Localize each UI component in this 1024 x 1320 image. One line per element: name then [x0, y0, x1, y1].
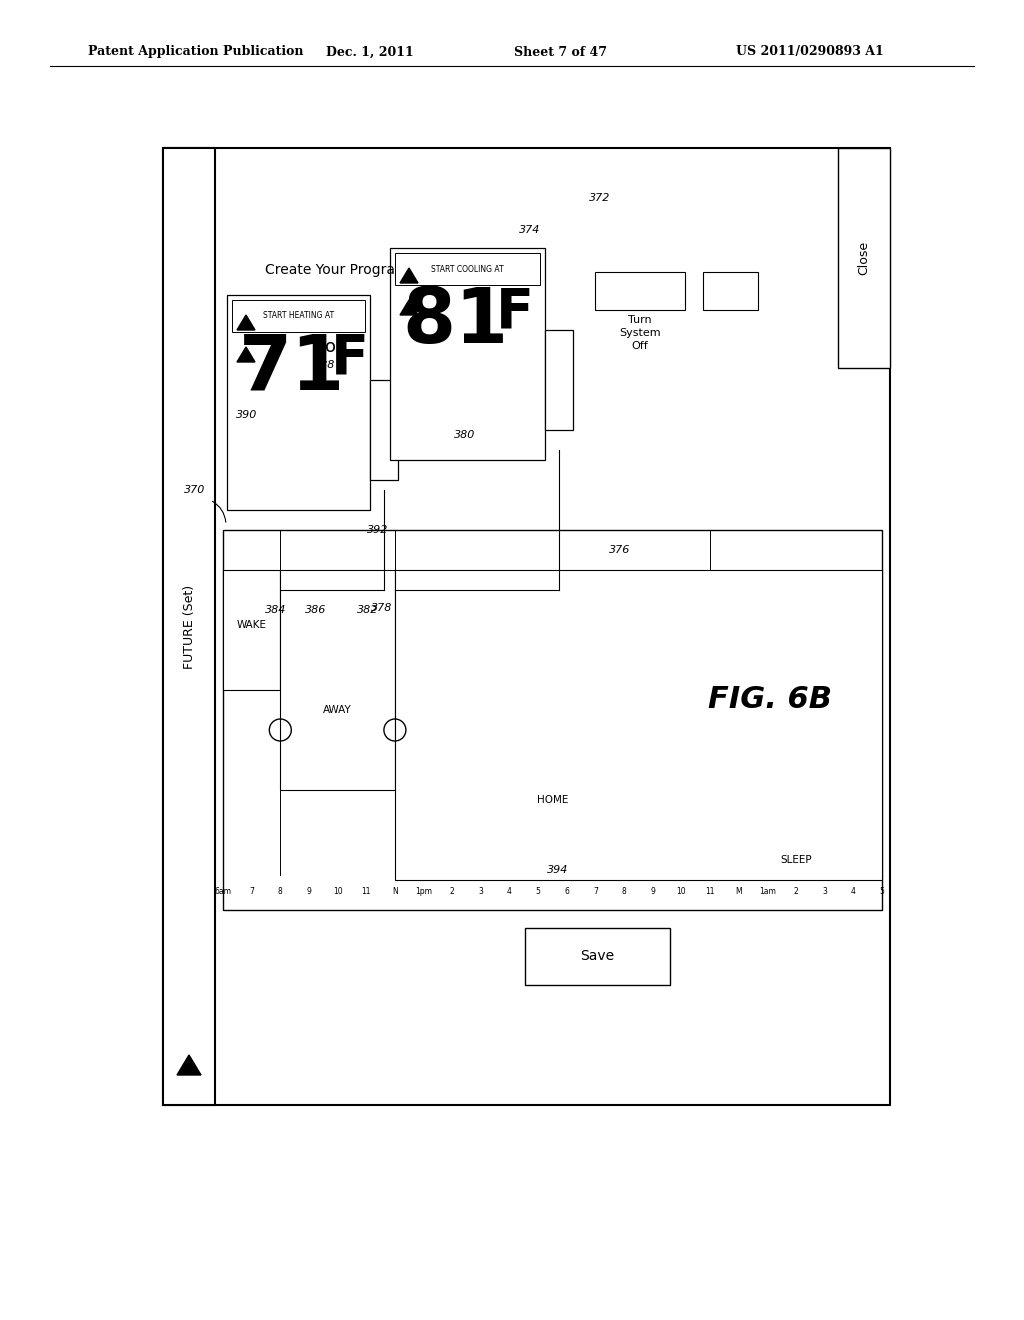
- Text: 10: 10: [677, 887, 686, 896]
- Text: WAKE: WAKE: [237, 620, 266, 630]
- Text: 3: 3: [822, 887, 827, 896]
- Text: 1am: 1am: [759, 887, 776, 896]
- Bar: [703, 272, 758, 310]
- Text: 394: 394: [547, 865, 568, 875]
- Text: 7: 7: [593, 887, 598, 896]
- Bar: [390, 248, 545, 459]
- Bar: [163, 148, 215, 1105]
- Bar: [525, 928, 670, 985]
- Text: Save: Save: [580, 949, 614, 964]
- Text: Turn
System
Off: Turn System Off: [620, 315, 660, 351]
- Text: 81: 81: [402, 285, 508, 359]
- Text: 390: 390: [237, 411, 258, 420]
- Text: Patent Application Publication: Patent Application Publication: [88, 45, 303, 58]
- Text: 392: 392: [368, 525, 389, 535]
- Text: 372: 372: [590, 193, 610, 203]
- Text: 386: 386: [305, 605, 327, 615]
- Text: 5: 5: [880, 887, 885, 896]
- Text: 382: 382: [357, 605, 379, 615]
- Text: 3: 3: [478, 887, 483, 896]
- Text: 8: 8: [278, 887, 283, 896]
- Text: 9: 9: [306, 887, 311, 896]
- Text: F: F: [496, 285, 534, 339]
- Text: 384: 384: [265, 605, 287, 615]
- Text: 2: 2: [450, 887, 455, 896]
- Text: 6am: 6am: [214, 887, 231, 896]
- Text: 370: 370: [184, 484, 206, 495]
- Text: 5: 5: [536, 887, 541, 896]
- Text: Close: Close: [857, 242, 870, 275]
- Text: Dec. 1, 2011: Dec. 1, 2011: [326, 45, 414, 58]
- Bar: [163, 148, 890, 1105]
- Text: 378: 378: [372, 603, 392, 612]
- Text: FIG. 6B: FIG. 6B: [708, 685, 831, 714]
- Text: AWAY: AWAY: [324, 705, 352, 715]
- Bar: [545, 330, 573, 430]
- Bar: [595, 272, 685, 310]
- Polygon shape: [400, 268, 418, 282]
- Bar: [223, 570, 281, 690]
- Text: o: o: [325, 338, 336, 356]
- Text: 7: 7: [249, 887, 254, 896]
- Text: START COOLING AT: START COOLING AT: [431, 264, 504, 273]
- Text: M: M: [735, 887, 742, 896]
- Polygon shape: [237, 347, 255, 362]
- Bar: [395, 570, 882, 880]
- Text: 380: 380: [455, 430, 476, 440]
- Text: 2: 2: [794, 887, 799, 896]
- Bar: [395, 253, 540, 285]
- Text: 10: 10: [333, 887, 342, 896]
- Text: 6: 6: [564, 887, 569, 896]
- Text: HOME: HOME: [537, 795, 568, 805]
- Bar: [838, 148, 890, 368]
- Text: 71: 71: [239, 333, 345, 407]
- Text: 388: 388: [314, 360, 336, 370]
- Bar: [281, 570, 395, 789]
- Text: 4: 4: [851, 887, 856, 896]
- Text: 374: 374: [519, 224, 541, 235]
- Bar: [370, 380, 398, 480]
- Polygon shape: [237, 315, 255, 330]
- Text: START HEATING AT: START HEATING AT: [263, 312, 334, 321]
- Text: 8: 8: [622, 887, 627, 896]
- Text: FUTURE (Set): FUTURE (Set): [182, 585, 196, 668]
- Text: 9: 9: [650, 887, 655, 896]
- Text: Create Your Programs: Create Your Programs: [264, 263, 416, 277]
- Text: US 2011/0290893 A1: US 2011/0290893 A1: [736, 45, 884, 58]
- Polygon shape: [177, 1055, 201, 1074]
- Text: 376: 376: [609, 545, 631, 554]
- Text: N: N: [392, 887, 397, 896]
- Polygon shape: [400, 300, 418, 315]
- Text: 1pm: 1pm: [415, 887, 432, 896]
- Bar: [223, 531, 882, 909]
- Bar: [227, 294, 370, 510]
- Text: Sheet 7 of 47: Sheet 7 of 47: [513, 45, 606, 58]
- Text: F: F: [331, 333, 369, 385]
- Text: 11: 11: [361, 887, 371, 896]
- Bar: [232, 300, 365, 333]
- Text: 4: 4: [507, 887, 512, 896]
- Text: SLEEP: SLEEP: [780, 855, 812, 865]
- Text: 11: 11: [706, 887, 715, 896]
